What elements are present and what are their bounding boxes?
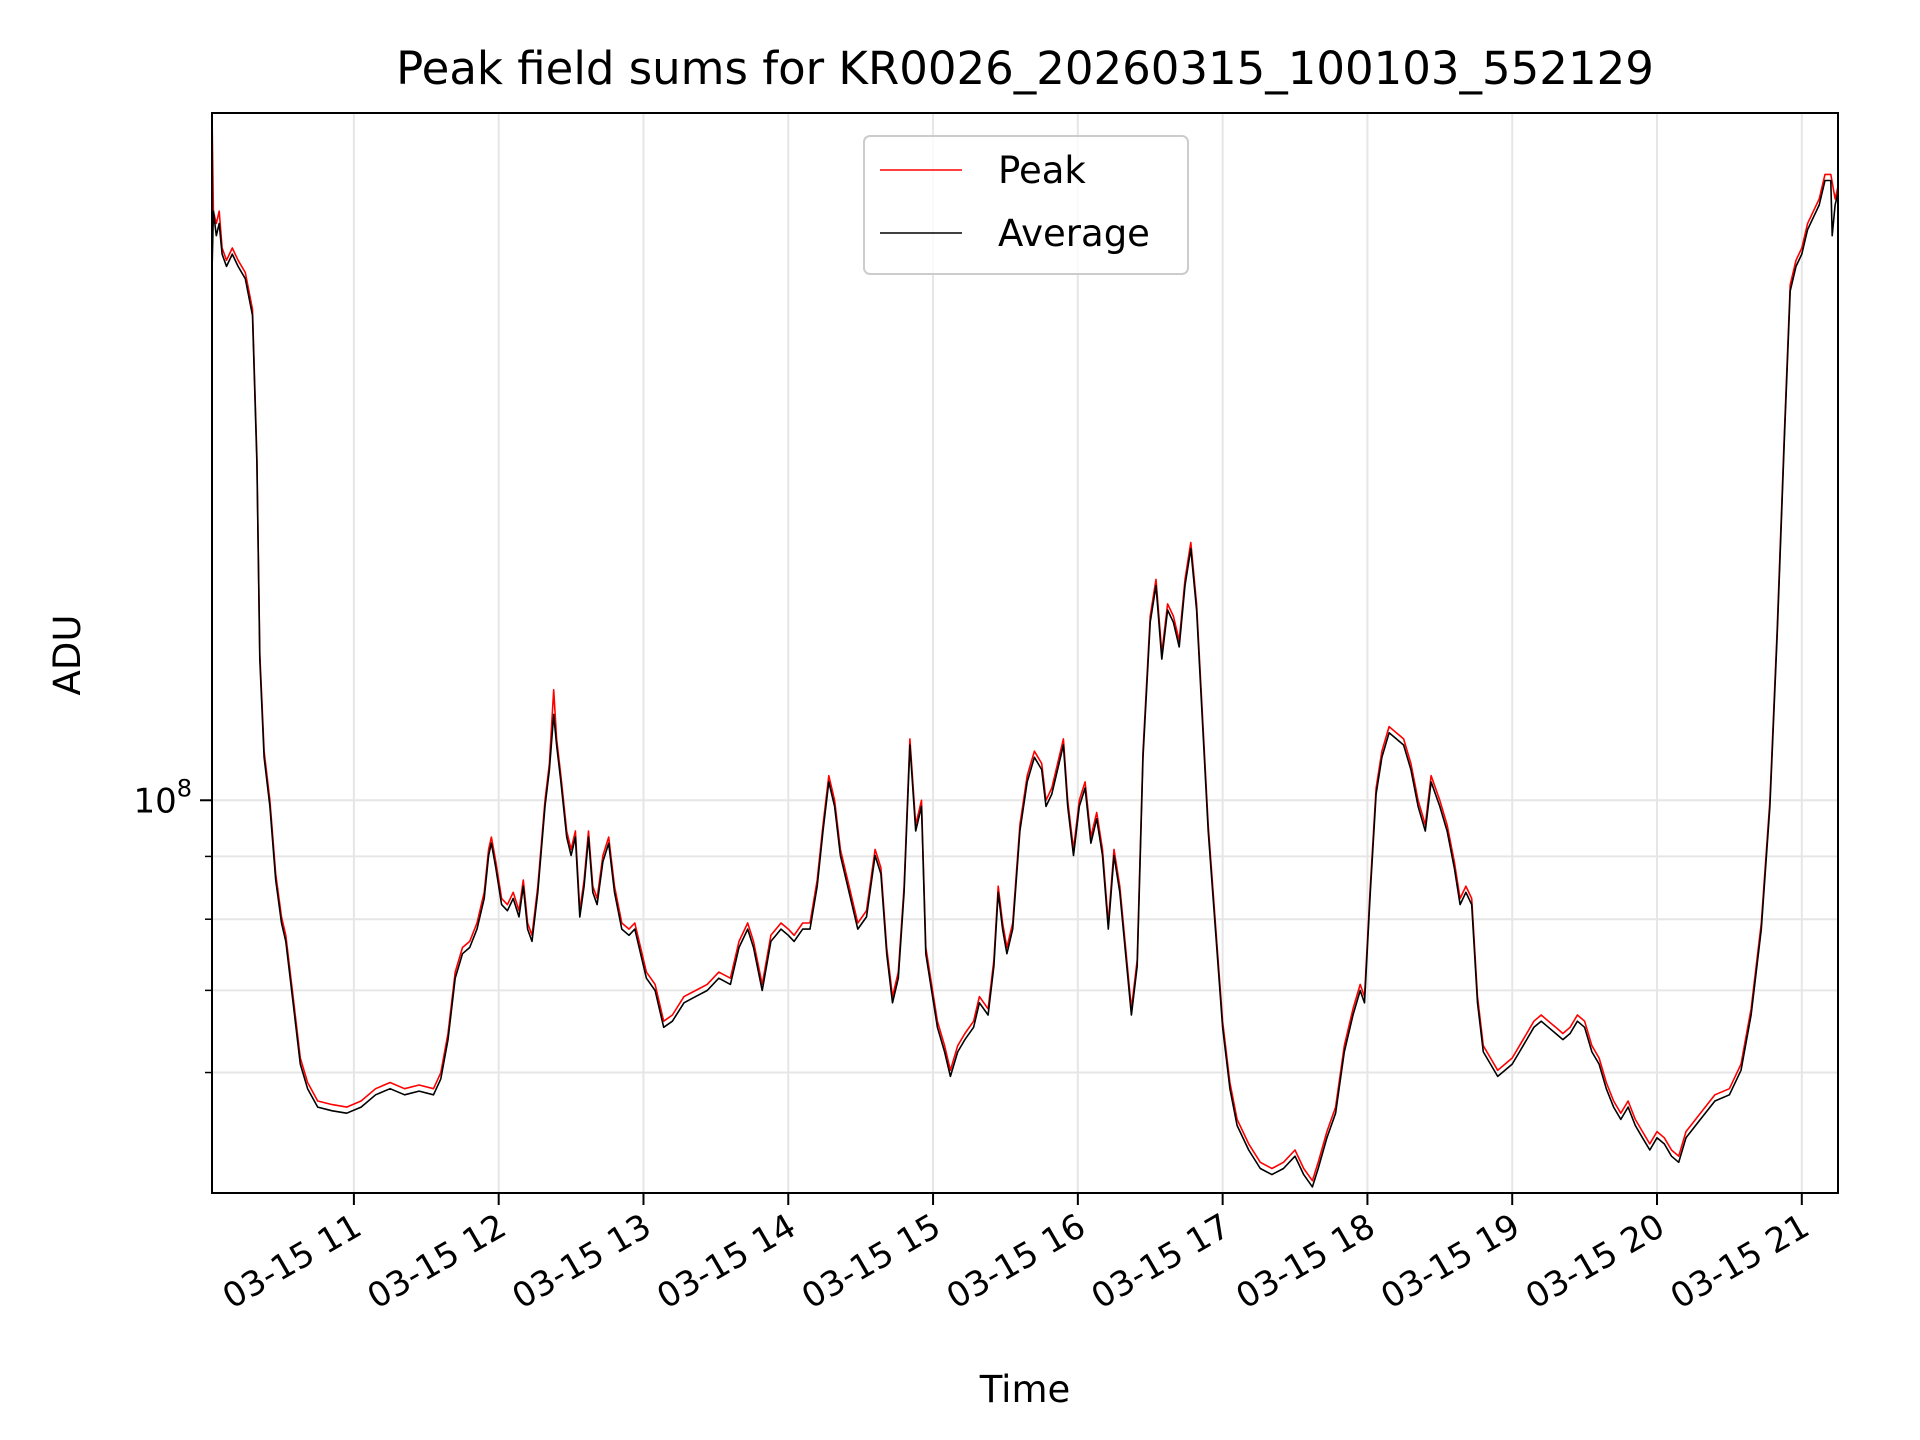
series-line-peak bbox=[212, 113, 1838, 1182]
legend-peak-label: Peak bbox=[998, 149, 1086, 192]
chart-title: Peak field sums for KR0026_20260315_1001… bbox=[396, 42, 1654, 95]
x-axis-label: Time bbox=[979, 1368, 1071, 1411]
legend: Peak Average bbox=[863, 135, 1189, 275]
legend-average-label: Average bbox=[998, 212, 1150, 255]
grid bbox=[212, 113, 1838, 1193]
y-tick-label: 108 bbox=[133, 774, 192, 821]
y-axis: 108 bbox=[133, 774, 212, 1074]
series-line-average bbox=[212, 179, 1838, 1188]
series-layer bbox=[212, 113, 1838, 1188]
y-axis-label: ADU bbox=[46, 615, 89, 696]
plot-frame bbox=[211, 112, 1839, 1194]
